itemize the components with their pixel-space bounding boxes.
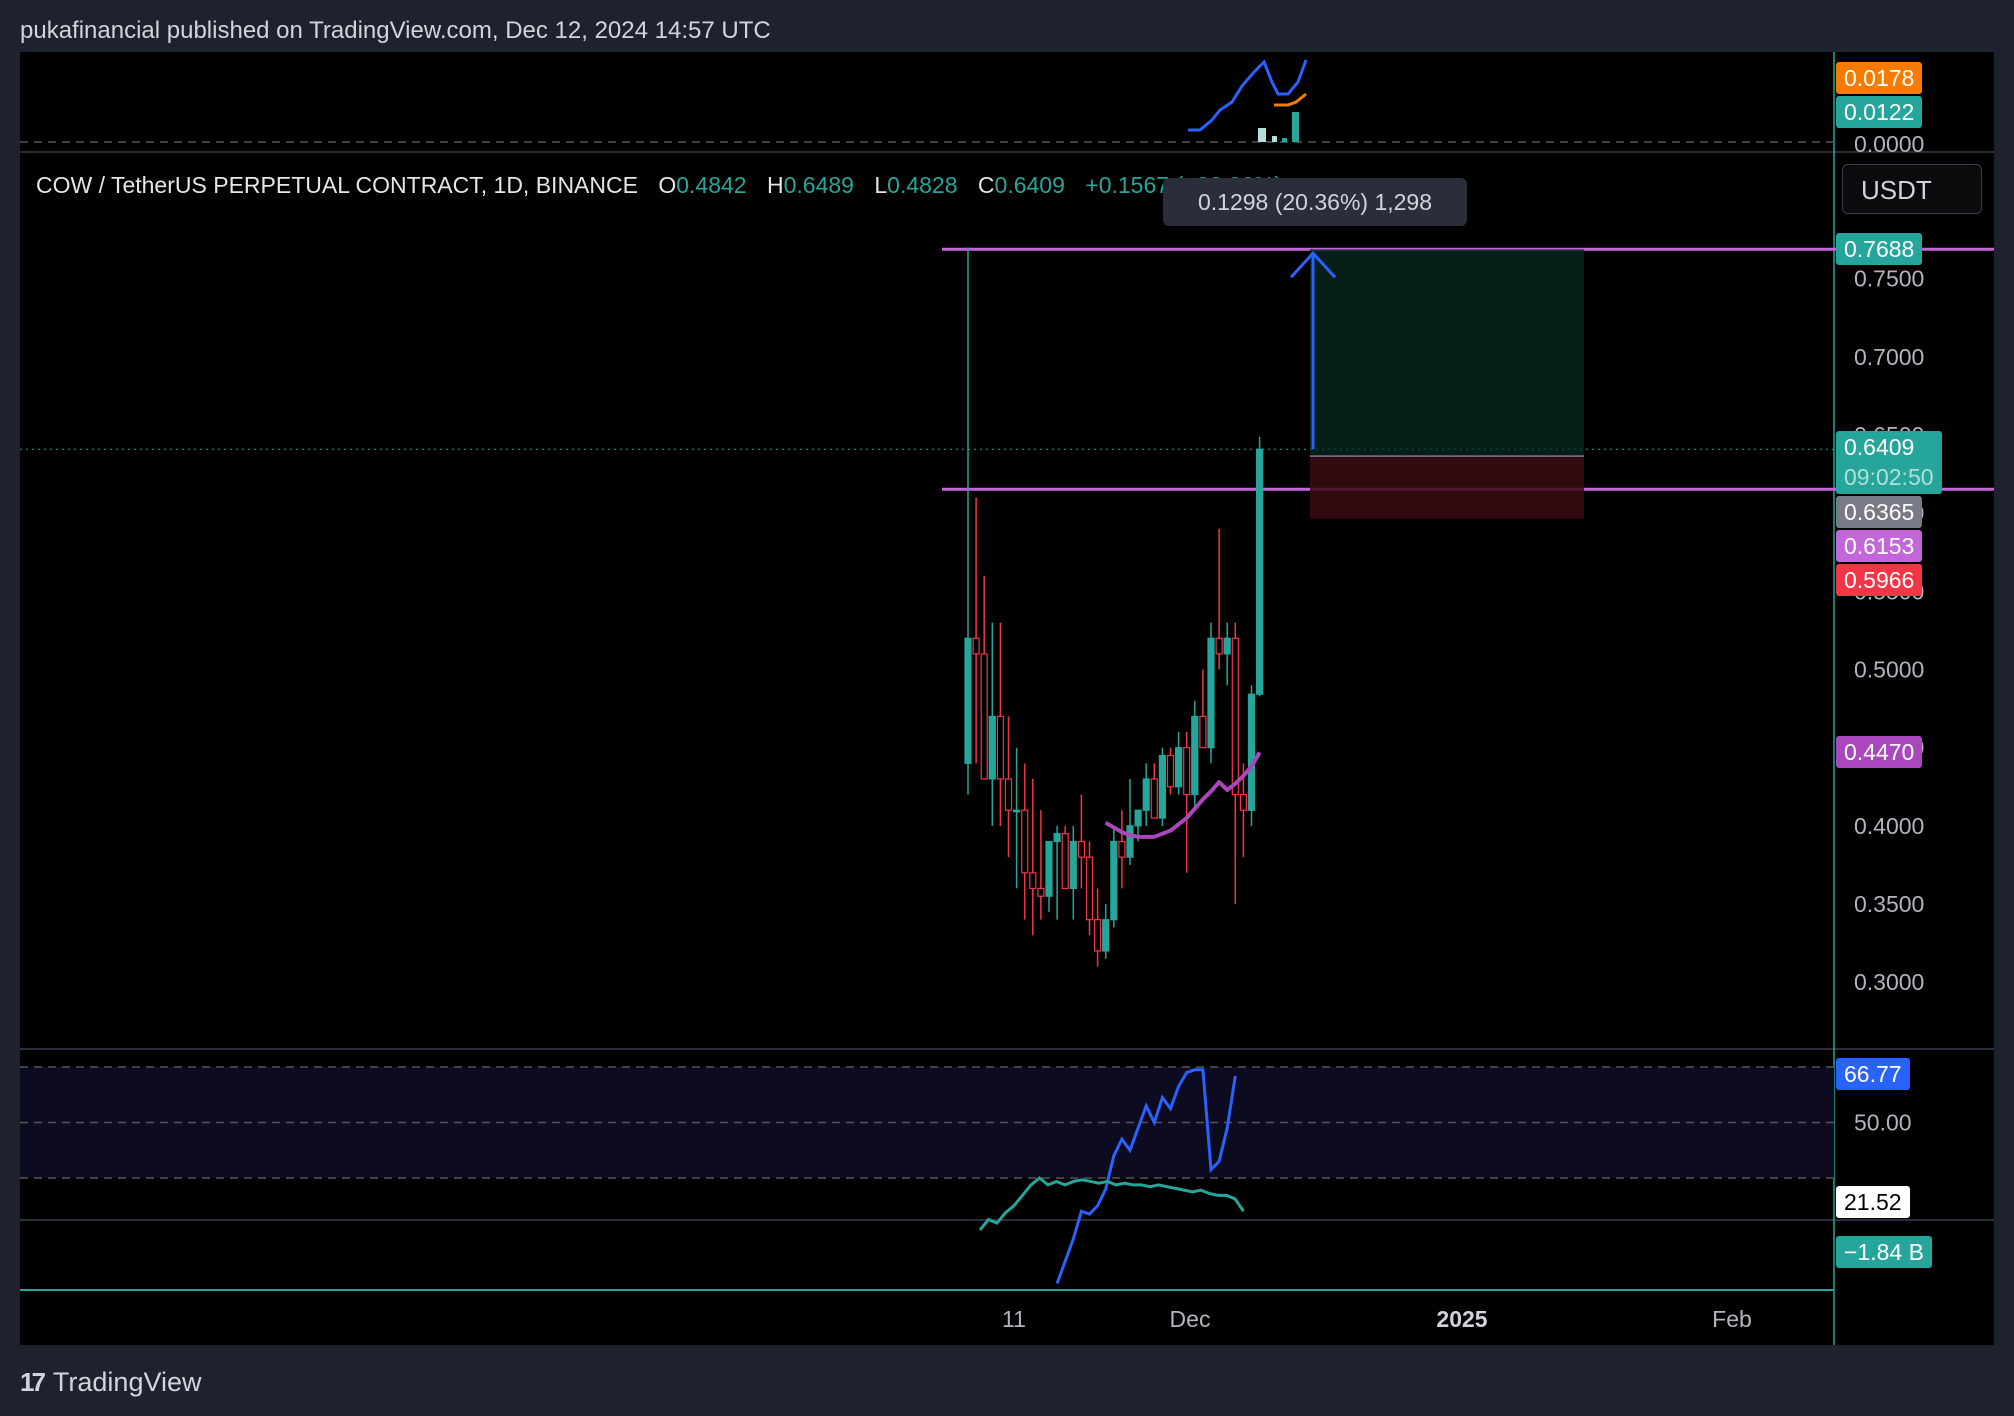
symbol-name[interactable]: COW / TetherUS PERPETUAL CONTRACT, 1D, B…: [36, 172, 638, 198]
candle-body: [1150, 778, 1158, 819]
candle-body: [1085, 856, 1094, 921]
rsi-band-fill: [20, 1067, 1834, 1178]
time-tick: 11: [1002, 1306, 1026, 1332]
top-indicator-label: 0.0122: [1836, 96, 1923, 128]
candle-body: [1037, 887, 1045, 897]
candle-body: [1231, 637, 1239, 796]
candle-body: [1158, 754, 1167, 819]
candle-body: [1126, 825, 1134, 858]
price-label: 0.7688: [1836, 233, 1923, 266]
candle-body: [988, 715, 996, 780]
low-label: L: [874, 172, 888, 198]
high-value: 0.6489: [783, 172, 854, 198]
price-tick: 0.5000: [1854, 657, 1924, 683]
candle-body: [1183, 747, 1191, 796]
candle-body: [1166, 754, 1175, 788]
candle-body: [1223, 637, 1231, 655]
candle-body: [1199, 715, 1207, 749]
candle-body: [996, 715, 1005, 780]
publisher-line: pukafinancial published on TradingView.c…: [20, 17, 771, 44]
candle-body: [1029, 872, 1037, 890]
candle-body: [1021, 809, 1029, 874]
symbol-legend: COW / TetherUS PERPETUAL CONTRACT, 1D, B…: [36, 170, 1282, 200]
countdown-timer: 09:02:50: [1844, 464, 1934, 491]
measure-tooltip: 0.1298 (20.36%) 1,298: [1163, 178, 1467, 226]
target-zone: [1310, 249, 1584, 457]
volume-delta-line: [978, 1176, 1245, 1231]
currency-button[interactable]: USDT: [1842, 164, 1982, 214]
tradingview-logo-icon: 17: [20, 1366, 46, 1397]
price-tick: 0.4000: [1854, 813, 1924, 839]
candle-body: [980, 653, 988, 780]
candle-body: [1093, 919, 1102, 952]
price-label: 0.6409 09:02:50: [1836, 431, 1942, 495]
tradingview-branding[interactable]: 17 TradingView: [20, 1364, 202, 1400]
candle-body: [1061, 833, 1069, 890]
candle-body: [1077, 840, 1086, 858]
candle-body: [964, 637, 972, 764]
candle-body: [1102, 919, 1110, 952]
rsi-tick: 50.00: [1854, 1110, 1912, 1136]
price-tick: 0.0000: [1854, 131, 1924, 157]
close-value: 0.6409: [994, 172, 1065, 198]
time-tick: Feb: [1712, 1306, 1752, 1332]
low-value: 0.4828: [887, 172, 958, 198]
last-price-value: 0.6409: [1844, 434, 1915, 461]
candle-body: [1045, 840, 1053, 897]
moving-average-line: [1104, 751, 1262, 839]
high-label: H: [766, 172, 784, 198]
candle-body: [1191, 715, 1199, 796]
price-label: 0.4470: [1836, 736, 1923, 769]
open-label: O: [658, 172, 677, 198]
price-tick: 0.7000: [1854, 344, 1924, 370]
candle-body: [1215, 637, 1223, 655]
price-tick: 0.3500: [1854, 891, 1924, 917]
chart-canvas[interactable]: 0.75000.70000.65000.60000.55000.50000.45…: [20, 52, 1994, 1345]
candle-body: [1069, 840, 1077, 890]
candle-body: [1110, 840, 1118, 921]
rsi-secondary-label: 21.52: [1836, 1186, 1910, 1218]
candle-body: [1053, 833, 1061, 843]
candle-body: [1004, 778, 1013, 811]
volume-delta-label: −1.84 B: [1836, 1236, 1932, 1268]
candle-body: [1255, 448, 1264, 695]
top-indicator-bar: [1282, 138, 1287, 142]
close-label: C: [977, 172, 995, 198]
top-indicator-bar: [1292, 112, 1299, 142]
price-tick: 0.3000: [1854, 969, 1924, 995]
candle-body: [1142, 778, 1150, 811]
candle-body: [1207, 637, 1215, 749]
time-tick: Dec: [1170, 1306, 1211, 1332]
top-indicator-bar: [1272, 136, 1277, 142]
stop-zone: [1310, 456, 1584, 519]
candle-body: [1247, 693, 1256, 811]
top-signal-line: [1274, 92, 1307, 107]
candle-body: [1134, 809, 1142, 827]
time-tick: 2025: [1436, 1306, 1487, 1332]
rsi-label: 66.77: [1836, 1058, 1910, 1090]
brand-name: TradingView: [52, 1366, 202, 1397]
candle-body: [1174, 747, 1183, 788]
open-value: 0.4842: [676, 172, 747, 198]
top-indicator-label: 0.0178: [1836, 62, 1923, 94]
price-label: 0.6153: [1836, 530, 1923, 562]
candle-body: [972, 637, 980, 655]
candle-body: [1012, 809, 1021, 813]
chart-area[interactable]: 0.75000.70000.65000.60000.55000.50000.45…: [20, 52, 1994, 1345]
price-tick: 0.7500: [1854, 266, 1924, 292]
top-indicator-bar: [1258, 128, 1266, 142]
candle-body: [1118, 840, 1126, 858]
price-label: 0.6365: [1836, 496, 1923, 528]
price-label: 0.5966: [1836, 564, 1923, 596]
candle-body: [1239, 794, 1248, 811]
measure-arrowhead: [1289, 251, 1337, 279]
rsi-line: [1055, 1068, 1237, 1284]
top-indicator-line: [1188, 59, 1308, 132]
